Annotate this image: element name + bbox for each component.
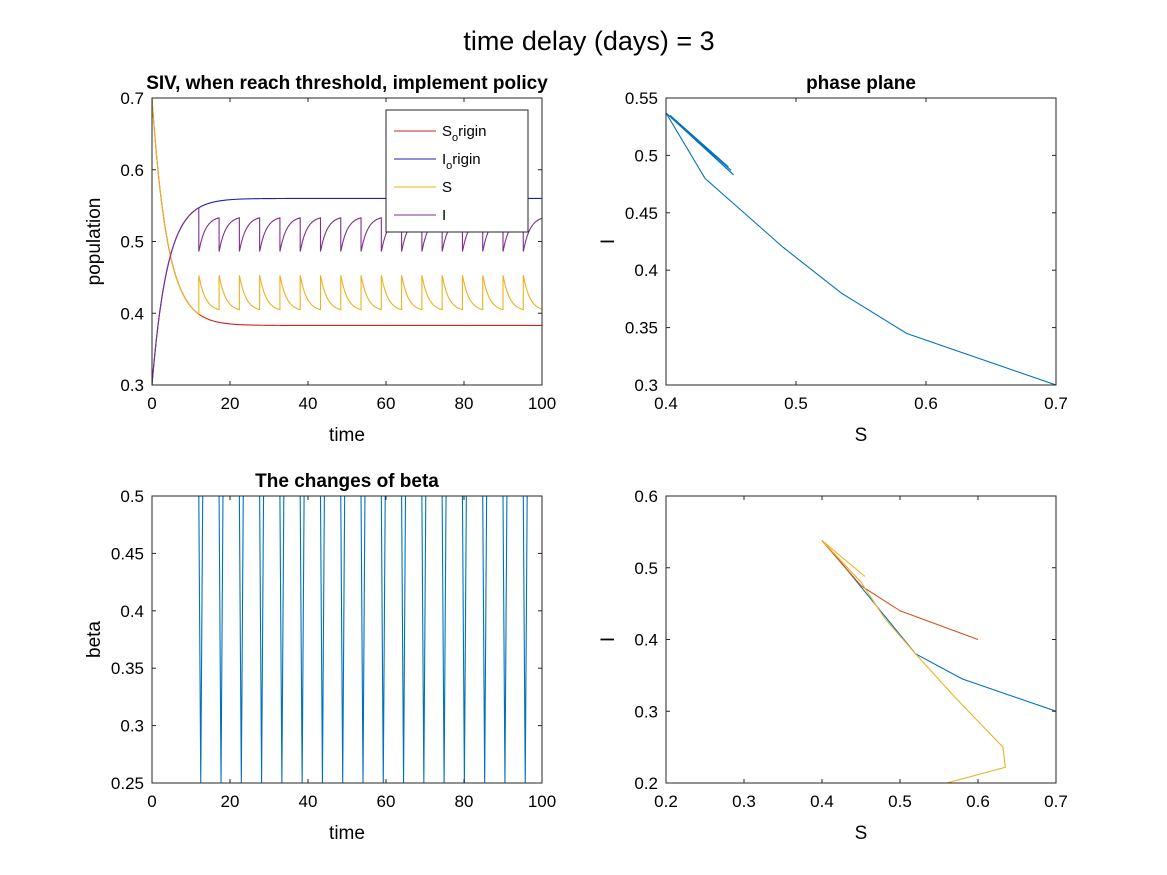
y-tick-label: 0.5 <box>120 487 144 506</box>
y-tick-label: 0.35 <box>625 319 658 338</box>
y-tick-label: 0.5 <box>634 559 658 578</box>
subplot-2: 0.4 0.5 0.6 0.7 0.3 0.35 0.4 0.45 0.5 0.55 phase p… <box>598 73 1068 446</box>
x-tick-label: 80 <box>455 792 474 811</box>
series-line-2 <box>821 540 979 641</box>
x-tick-label: 0.3 <box>732 792 756 811</box>
y-axis-label: I <box>598 637 619 642</box>
y-tick-label: 0.45 <box>111 544 144 563</box>
y-tick-label: 0.4 <box>120 304 144 323</box>
legend-entry: I <box>442 207 446 224</box>
x-tick-label: 40 <box>299 394 318 413</box>
y-axis-label: population <box>84 198 105 286</box>
x-tick-label: 0.5 <box>888 792 912 811</box>
y-tick-label: 0.2 <box>634 774 658 793</box>
y-tick-label: 0.45 <box>625 204 658 223</box>
y-tick-label: 0.3 <box>120 376 144 395</box>
figure-title: time delay (days) = 3 <box>463 26 714 56</box>
y-tick-label: 0.3 <box>634 376 658 395</box>
x-tick-label: 0.4 <box>654 394 678 413</box>
y-tick-label: 0.6 <box>120 161 144 180</box>
y-axis-label: beta <box>84 621 105 658</box>
subplot-4: 0.2 0.3 0.4 0.5 0.6 0.7 0.2 0.3 0.4 0.5 0.6 S I <box>598 487 1068 844</box>
y-tick-label: 0.5 <box>120 233 144 252</box>
series-line-1 <box>152 496 542 783</box>
y-tick-label: 0.4 <box>634 261 658 280</box>
x-tick-label: 60 <box>377 394 396 413</box>
x-tick-label: 0.7 <box>1044 394 1068 413</box>
x-tick-label: 100 <box>528 394 556 413</box>
axes-box <box>151 495 543 784</box>
axes-box <box>665 97 1057 386</box>
y-tick-label: 0.35 <box>111 659 144 678</box>
x-tick-label: 0.6 <box>966 792 990 811</box>
x-tick-label: 40 <box>299 792 318 811</box>
x-tick-label: 0.2 <box>654 792 678 811</box>
x-tick-label: 0.5 <box>784 394 808 413</box>
legend-box <box>385 109 529 233</box>
x-tick-label: 80 <box>455 394 474 413</box>
y-tick-label: 0.6 <box>634 487 658 506</box>
series-line-1 <box>666 112 1056 385</box>
series-line-s <box>152 98 542 316</box>
x-tick-label: 100 <box>528 792 556 811</box>
x-tick-label: 60 <box>377 792 396 811</box>
series-group <box>666 112 1056 385</box>
plot-title: phase plane <box>806 73 916 94</box>
y-tick-label: 0.55 <box>625 89 658 108</box>
y-tick-label: 0.4 <box>120 602 144 621</box>
legend-entry: Iorigin <box>442 151 481 172</box>
x-tick-label: 0.6 <box>914 394 938 413</box>
x-axis-label: time <box>329 425 365 446</box>
x-tick-label: 0.4 <box>810 792 834 811</box>
y-axis-label: I <box>598 239 619 244</box>
x-axis-label: S <box>855 823 868 844</box>
y-tick-label: 0.5 <box>634 146 658 165</box>
x-tick-label: 20 <box>221 394 240 413</box>
y-tick-label: 0.3 <box>120 717 144 736</box>
plot-title: The changes of beta <box>255 471 439 492</box>
y-tick-label: 0.7 <box>120 89 144 108</box>
y-tick-label: 0.4 <box>634 631 658 650</box>
x-tick-label: 0.7 <box>1044 792 1068 811</box>
subplot-3: 0 20 40 60 80 100 0.25 0.3 0.35 0.4 0.45 0.5 The cha… <box>84 471 556 844</box>
series-line-s-origin <box>152 98 542 326</box>
x-tick-label: 0 <box>147 394 156 413</box>
series-line-3 <box>666 540 1006 783</box>
y-tick-label: 0.25 <box>111 774 144 793</box>
legend-entry: Sorigin <box>442 123 487 144</box>
x-tick-label: 20 <box>221 792 240 811</box>
y-tick-label: 0.3 <box>634 702 658 721</box>
series-group <box>152 496 542 783</box>
legend-entry: S <box>442 179 452 196</box>
plot-title: SIV, when reach threshold, implement pol… <box>146 73 548 94</box>
x-tick-label: 0 <box>147 792 156 811</box>
legend: Sorigin Iorigin SI <box>385 109 529 233</box>
series-group <box>666 540 1056 783</box>
x-axis-label: S <box>855 425 868 446</box>
x-axis-label: time <box>329 823 365 844</box>
